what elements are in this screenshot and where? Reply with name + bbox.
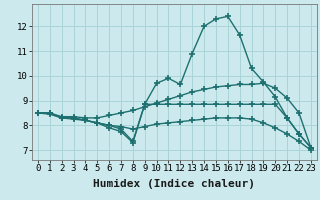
X-axis label: Humidex (Indice chaleur): Humidex (Indice chaleur) bbox=[93, 179, 255, 189]
